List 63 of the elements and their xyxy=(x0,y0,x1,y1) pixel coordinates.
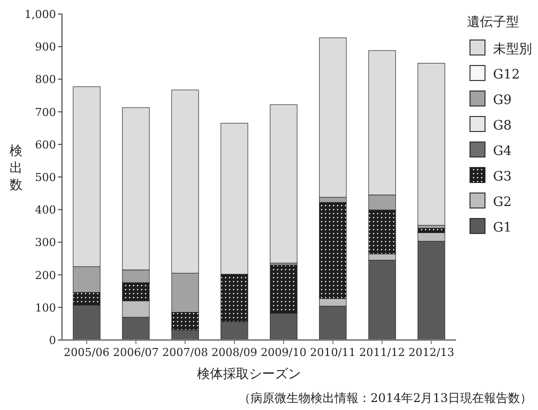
legend-label: G1 xyxy=(493,220,512,236)
legend-label: 未型別 xyxy=(493,42,532,57)
x-tick-label: 2007/08 xyxy=(162,346,208,359)
y-tick-label: 100 xyxy=(35,301,56,314)
bar xyxy=(122,316,150,340)
y-tick-label: 600 xyxy=(35,138,56,152)
bar xyxy=(270,313,298,340)
x-tick-label: 2009/10 xyxy=(260,346,306,359)
y-tick-label: 300 xyxy=(35,236,56,250)
legend-label: G12 xyxy=(493,68,520,82)
bar xyxy=(270,264,298,314)
bar xyxy=(319,38,347,198)
bar xyxy=(171,90,199,274)
bar xyxy=(72,86,100,267)
bar xyxy=(122,270,150,283)
bar xyxy=(418,240,446,340)
y-tick-label: 900 xyxy=(35,40,56,54)
bar xyxy=(368,194,396,210)
bar xyxy=(319,202,347,299)
y-tick-label: 1,000 xyxy=(24,8,56,21)
bar xyxy=(72,266,100,293)
x-tick-label: 2008/09 xyxy=(212,346,258,359)
x-tick-label: 2011/12 xyxy=(359,346,405,359)
legend-title: 遺伝子型 xyxy=(467,15,519,30)
bar xyxy=(171,330,199,340)
bar xyxy=(418,232,446,242)
x-axis-title: 検体採取シーズン xyxy=(197,367,301,382)
bar xyxy=(220,321,248,340)
bar xyxy=(122,300,150,318)
bar xyxy=(319,196,347,203)
bar xyxy=(368,50,396,196)
text: （病原微生物検出情報：2014年2月13日現在報告数） xyxy=(238,391,532,405)
bar xyxy=(171,312,199,330)
x-tick-label: 2012/13 xyxy=(408,346,454,359)
y-tick-label: 400 xyxy=(35,204,56,217)
x-tick-label: 2006/07 xyxy=(113,346,159,359)
bar xyxy=(220,274,248,322)
bar xyxy=(319,306,347,340)
bar xyxy=(122,282,150,302)
bar xyxy=(368,260,396,340)
y-tick-label: 800 xyxy=(35,73,56,86)
bar xyxy=(72,292,100,306)
bar xyxy=(72,304,100,340)
bar xyxy=(418,62,446,226)
bar xyxy=(368,254,396,260)
y-tick-label: 0 xyxy=(49,334,56,347)
x-tick-label: 2010/11 xyxy=(310,346,356,359)
bar xyxy=(122,107,150,270)
y-tick-label: 700 xyxy=(35,106,56,119)
y-axis-title: 検出数 xyxy=(10,144,22,193)
bar xyxy=(319,298,347,306)
y-tick-label: 500 xyxy=(35,171,56,184)
legend-label: G3 xyxy=(493,170,512,184)
legend-label: G2 xyxy=(493,195,512,210)
bar xyxy=(270,104,298,264)
legend-label: G8 xyxy=(493,118,512,134)
bar xyxy=(368,210,396,254)
bar xyxy=(171,272,199,313)
legend-label: G9 xyxy=(493,93,512,108)
x-tick-label: 2005/06 xyxy=(64,346,110,359)
y-tick-label: 200 xyxy=(35,268,56,282)
bar xyxy=(220,122,248,274)
legend-label: G4 xyxy=(493,144,512,159)
